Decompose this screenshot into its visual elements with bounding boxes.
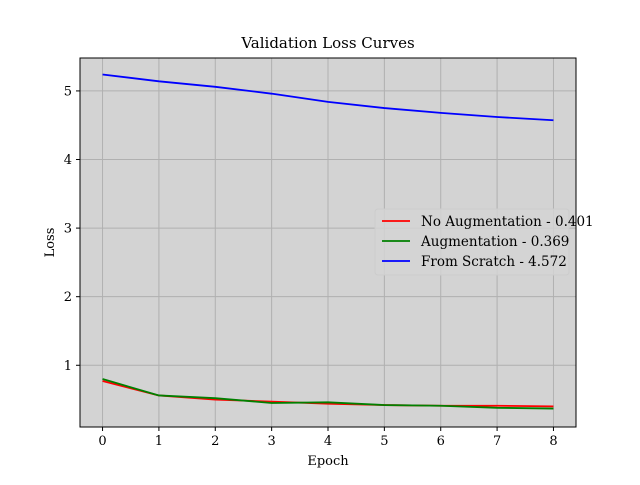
chart-title: Validation Loss Curves — [240, 34, 414, 52]
x-tick-label: 0 — [98, 434, 106, 449]
axis-ticks: 0 1 2 3 4 5 6 7 8 1 2 3 4 5 — [64, 84, 558, 449]
y-tick-label: 4 — [64, 153, 72, 168]
x-tick-label: 7 — [493, 434, 501, 449]
y-tick-label: 2 — [64, 290, 72, 305]
y-tick-label: 1 — [64, 359, 72, 374]
legend-entry: Augmentation - 0.369 — [420, 234, 569, 250]
y-tick-label: 3 — [64, 222, 72, 237]
series-line-2 — [102, 378, 554, 410]
x-tick-label: 8 — [549, 434, 557, 449]
legend-entry: From Scratch - 4.572 — [421, 254, 567, 270]
y-tick-label: 5 — [64, 84, 72, 99]
series-line-3 — [102, 73, 554, 122]
x-axis-label: Epoch — [307, 454, 349, 469]
series-lines — [102, 73, 554, 410]
y-axis-label: Loss — [43, 228, 58, 258]
x-tick-label: 5 — [380, 434, 388, 449]
x-tick-label: 3 — [267, 434, 275, 449]
x-tick-label: 1 — [155, 434, 163, 449]
x-tick-label: 6 — [437, 434, 445, 449]
x-tick-label: 4 — [324, 434, 332, 449]
legend: No Augmentation - 0.401 Augmentation - 0.… — [374, 208, 594, 276]
legend-box — [374, 208, 570, 276]
x-tick-label: 2 — [211, 434, 219, 449]
legend-entry: No Augmentation - 0.401 — [421, 214, 594, 230]
